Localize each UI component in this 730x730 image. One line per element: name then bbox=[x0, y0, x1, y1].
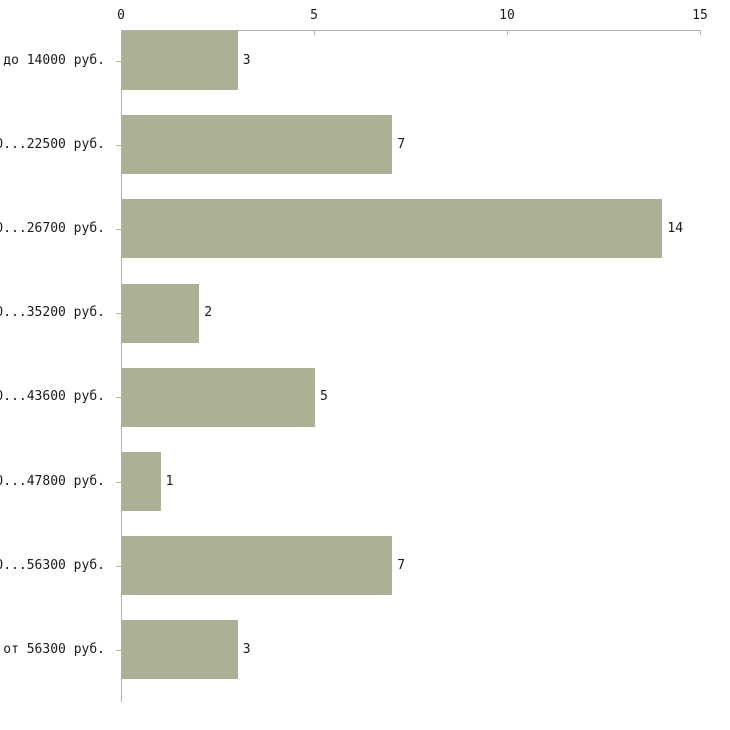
y-axis-tick bbox=[116, 228, 121, 230]
bar[interactable] bbox=[122, 31, 238, 90]
y-axis-category-label: 30900...35200 руб. bbox=[0, 305, 105, 321]
bar-value-label: 5 bbox=[320, 389, 328, 405]
bar-value-label: 2 bbox=[204, 305, 213, 321]
x-axis-tick-label: 10 bbox=[499, 8, 515, 23]
y-axis-category-label: от 56300 руб. bbox=[3, 641, 105, 657]
y-axis-category-label: до 14000 руб. bbox=[3, 52, 105, 68]
bar[interactable] bbox=[122, 367, 315, 427]
y-axis-tick bbox=[116, 397, 121, 399]
bar-value-label: 1 bbox=[165, 473, 174, 489]
y-axis-tick bbox=[116, 313, 121, 315]
y-axis-tick bbox=[116, 144, 121, 146]
x-axis-tick-label: 15 bbox=[692, 8, 708, 23]
x-axis-tick bbox=[314, 30, 315, 35]
bar-value-label: 3 bbox=[242, 52, 251, 68]
y-axis-category-label: 43600...47800 руб. bbox=[0, 473, 105, 489]
bar[interactable] bbox=[122, 199, 663, 259]
y-axis-category-label: 22500...26700 руб. bbox=[0, 220, 105, 236]
y-axis-line bbox=[121, 30, 122, 702]
y-axis-category-label: 18300...22500 руб. bbox=[0, 136, 105, 152]
y-axis-tick bbox=[116, 60, 121, 62]
bar-value-label: 7 bbox=[397, 136, 406, 152]
x-axis-line bbox=[121, 30, 700, 31]
bar[interactable] bbox=[122, 536, 393, 596]
bar-value-label: 14 bbox=[667, 220, 684, 236]
y-axis-category-label: 52000...56300 руб. bbox=[0, 557, 105, 573]
y-axis-tick bbox=[116, 565, 121, 567]
x-axis-tick bbox=[507, 30, 508, 35]
bar[interactable] bbox=[122, 620, 238, 680]
x-axis-tick bbox=[700, 30, 701, 35]
bar-value-label: 3 bbox=[242, 641, 251, 657]
y-axis-tick bbox=[116, 481, 121, 483]
x-axis-tick-label: 0 bbox=[117, 8, 125, 23]
y-axis-category-label: 39400...43600 руб. bbox=[0, 389, 105, 405]
y-axis-tick bbox=[116, 649, 121, 651]
bar[interactable] bbox=[122, 452, 161, 511]
bar-value-label: 7 bbox=[397, 557, 406, 573]
x-axis-tick-label: 5 bbox=[310, 8, 318, 23]
bar[interactable] bbox=[122, 283, 200, 343]
bar[interactable] bbox=[122, 115, 393, 175]
